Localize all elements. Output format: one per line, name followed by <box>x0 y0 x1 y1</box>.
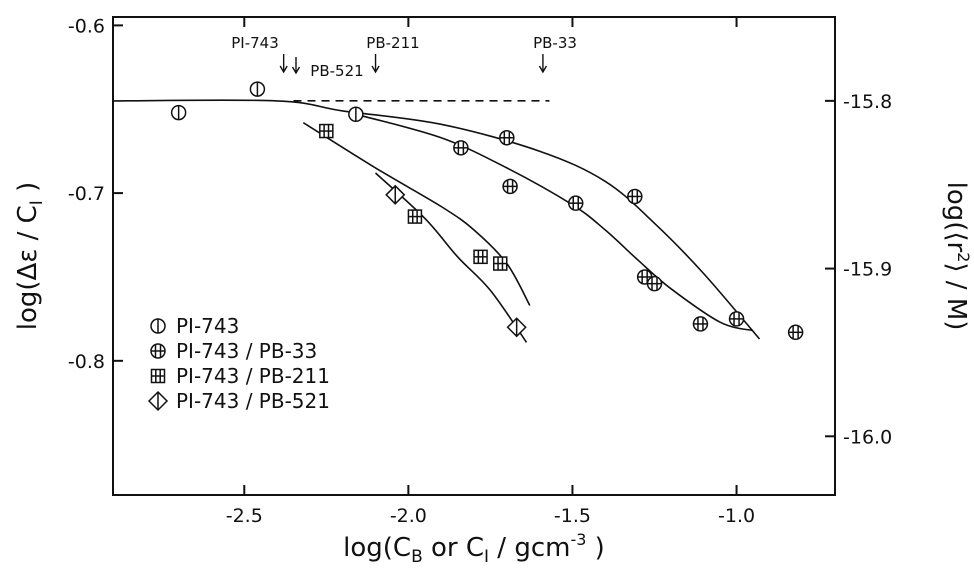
marker-circle-hatched <box>150 343 166 359</box>
marker-diamond-bar <box>147 390 169 412</box>
x-tick-label: -1.5 <box>554 505 591 527</box>
fit-curve <box>112 99 761 340</box>
annotation-arrowhead <box>279 65 288 74</box>
y-left-tick-label: -0.8 <box>68 351 105 373</box>
x-tick-label: -2.5 <box>226 505 263 527</box>
marker-square-hatched <box>473 249 488 265</box>
fit-curves <box>112 99 761 343</box>
marker-circle-hatched <box>499 130 515 146</box>
marker-circle-vbar <box>170 104 187 121</box>
annotation-arrowhead <box>291 66 301 75</box>
legend-label: PI-743 / PB-33 <box>176 339 317 363</box>
y-axis-left-title: log(Δε / CI ) <box>13 182 47 331</box>
annotation-label: PB-33 <box>533 34 577 52</box>
fit-curve <box>374 172 528 343</box>
marker-circle-vbar <box>150 318 166 334</box>
plot-frame <box>112 16 836 496</box>
annotation-label: PB-521 <box>310 62 363 80</box>
legend-label: PI-743 / PB-211 <box>176 364 330 388</box>
marker-circle-hatched <box>692 316 709 332</box>
axis-ticks: -2.5 -2.0 -1.5 -1.0 -0.6 -0.7 -0.8 -15.8 -15.9 -1… <box>68 15 892 527</box>
y-right-tick-label: -15.9 <box>843 259 892 281</box>
legend-label: PI-743 <box>176 314 239 338</box>
marker-circle-hatched <box>787 324 804 341</box>
fit-curve <box>355 113 754 332</box>
annotation-arrowhead <box>538 65 548 74</box>
marker-circle-hatched <box>728 311 745 327</box>
x-tick-label: -1.0 <box>718 505 755 527</box>
marker-diamond-bar <box>506 317 527 338</box>
y-left-tick-label: -0.6 <box>68 15 105 37</box>
y-left-tick-label: -0.7 <box>68 183 105 205</box>
data-points <box>170 81 804 341</box>
annotation-arrowhead <box>371 65 380 74</box>
marker-circle-vbar <box>348 106 364 123</box>
y-axis-right-title: log(⟨r2⟩ / M) <box>941 182 973 331</box>
marker-circle-vbar <box>249 81 266 97</box>
marker-circle-hatched <box>453 140 469 156</box>
marker-square-hatched <box>493 256 508 271</box>
annotation-label: PI-743 <box>231 34 279 52</box>
marker-square-hatched <box>319 123 334 139</box>
marker-circle-hatched <box>502 178 518 195</box>
x-tick-label: -2.0 <box>390 505 427 527</box>
x-axis-title: log(CB or CI / gcm-3 ) <box>343 530 605 567</box>
annotation-label: PB-211 <box>366 34 419 52</box>
marker-circle-hatched <box>567 195 584 211</box>
y-right-tick-label: -16.0 <box>843 426 892 448</box>
marker-circle-hatched <box>646 275 663 292</box>
y-right-tick-label: -15.8 <box>843 91 892 113</box>
marker-square-hatched <box>150 368 166 384</box>
marker-diamond-bar <box>385 184 406 205</box>
legend-label: PI-743 / PB-521 <box>176 389 330 413</box>
marker-square-hatched <box>407 209 423 224</box>
marker-circle-hatched <box>627 188 643 205</box>
